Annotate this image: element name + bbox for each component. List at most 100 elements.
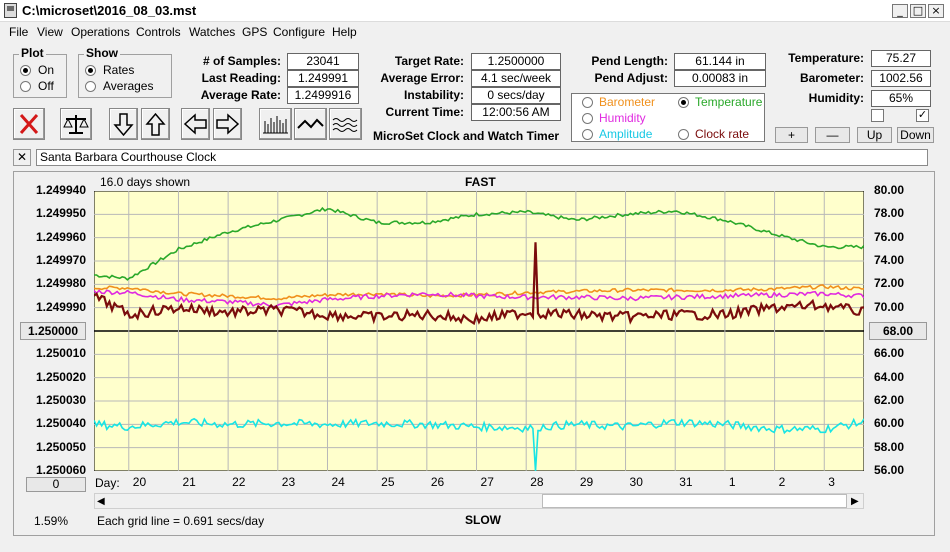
menu-help[interactable]: Help: [332, 25, 357, 39]
left-tick-label: 1.250010: [35, 346, 86, 361]
x-tick-label: 28: [530, 475, 544, 489]
right-tick-label: 76.00: [874, 229, 905, 244]
scrollbar-thumb[interactable]: [542, 494, 847, 508]
menu-gps[interactable]: GPS: [242, 25, 268, 39]
x-tick-label: 24: [331, 475, 345, 489]
up-button[interactable]: Up: [857, 127, 892, 143]
menu-controls[interactable]: Controls: [136, 25, 181, 39]
right-tick-label: 62.00: [874, 393, 905, 407]
balance-button[interactable]: [60, 108, 92, 140]
show-group-title: Show: [84, 46, 120, 60]
menu-operations[interactable]: Operations: [71, 25, 130, 39]
offset-button[interactable]: 0: [26, 477, 86, 492]
right-tick-label: 78.00: [874, 206, 905, 221]
scroll-right-button[interactable]: [213, 108, 242, 140]
right-tick-label: 60.00: [874, 416, 905, 431]
x-tick-label: 23: [281, 475, 296, 489]
right-tick-label: 74.00: [874, 253, 905, 267]
right-tick-label: 72.00: [874, 276, 905, 291]
right-tick-label: 58.00: [874, 439, 905, 454]
smooth-plot-button[interactable]: [294, 108, 327, 140]
left-axis-center-button[interactable]: 1.250000: [20, 322, 86, 340]
scale-icon: [63, 115, 89, 134]
last-reading-label: Last Reading:: [201, 71, 281, 85]
horizontal-scrollbar[interactable]: ◀ ▶: [94, 493, 864, 509]
plot-area: [94, 191, 864, 471]
pend-length-label: Pend Length:: [591, 54, 668, 68]
decrease-button[interactable]: —: [815, 127, 850, 143]
temperature-value: 75.27: [871, 50, 931, 67]
pend-adjust-value: 0.00083 in: [674, 70, 766, 87]
average-rate-value: 1.2499916: [287, 87, 359, 104]
fast-label: FAST: [465, 175, 496, 189]
maximize-button[interactable]: □: [910, 4, 926, 18]
scroll-left-button[interactable]: [181, 108, 210, 140]
plot-series: [94, 206, 864, 471]
option-checkbox-1[interactable]: [871, 109, 884, 122]
left-tick-label: 1.250020: [35, 369, 86, 384]
plot-group-title: Plot: [19, 46, 46, 60]
x-tick-label: 22: [232, 475, 246, 489]
samples-label: # of Samples:: [202, 54, 281, 68]
plot-on-label: On: [38, 63, 55, 77]
x-tick-label: 30: [629, 475, 643, 489]
x-tick-label: 29: [579, 475, 594, 489]
red-x-icon: [19, 114, 39, 134]
show-rates-label: Rates: [103, 63, 135, 77]
menu-view[interactable]: View: [37, 25, 63, 39]
x-tick-label: 21: [182, 475, 196, 489]
temperature-option-label: Temperature: [695, 95, 763, 109]
target-rate-label: Target Rate:: [394, 54, 464, 68]
show-group: [78, 54, 172, 98]
clear-button[interactable]: [13, 108, 45, 140]
scroll-right-arrow-icon[interactable]: ▶: [851, 496, 859, 507]
grid-note: Each grid line = 0.691 secs/day: [97, 514, 265, 528]
app-subtitle: MicroSet Clock and Watch Timer: [373, 129, 560, 143]
x-tick-label: 26: [430, 475, 445, 489]
x-tick-label: 27: [480, 475, 494, 489]
raw-plot-button[interactable]: [329, 108, 362, 140]
barometer-option-label: Barometer: [599, 95, 656, 109]
move-down-button[interactable]: [109, 108, 138, 140]
plot-off-label: Off: [38, 79, 54, 93]
temperature-series-line: [94, 206, 864, 281]
arrow-up-icon: [145, 112, 166, 136]
temperature-radio[interactable]: [678, 97, 689, 108]
amplitude-series-line: [94, 417, 864, 471]
right-axis-center-button[interactable]: 68.00: [869, 322, 927, 340]
amplitude-radio[interactable]: [582, 129, 593, 140]
plot-off-radio[interactable]: [20, 81, 31, 92]
move-up-button[interactable]: [141, 108, 170, 140]
menu-file[interactable]: File: [9, 25, 29, 39]
barometer-label: Barometer:: [799, 71, 864, 85]
left-tick-label: 1.249950: [35, 206, 86, 221]
plot-on-radio[interactable]: [20, 65, 31, 76]
down-button[interactable]: Down: [897, 127, 934, 143]
clock-rate-radio[interactable]: [678, 129, 689, 140]
average-error-label: Average Error:: [380, 71, 464, 85]
pend-adjust-label: Pend Adjust:: [594, 71, 668, 85]
pend-length-value: 61.144 in: [674, 53, 766, 70]
menu-watches[interactable]: Watches: [189, 25, 236, 39]
right-tick-label: 56.00: [874, 463, 905, 477]
x-tick-label: 20: [132, 475, 147, 489]
scroll-left-arrow-icon[interactable]: ◀: [97, 496, 105, 507]
humidity-series-line: [94, 289, 864, 308]
histogram-button[interactable]: [259, 108, 292, 140]
clock-name-field[interactable]: Santa Barbara Courthouse Clock: [36, 149, 928, 166]
show-rates-radio[interactable]: [85, 65, 96, 76]
minimize-button[interactable]: _: [892, 4, 908, 18]
rate-series-line: [94, 242, 864, 326]
increase-button[interactable]: +: [775, 127, 808, 143]
show-averages-radio[interactable]: [85, 81, 96, 92]
instability-label: Instability:: [403, 88, 464, 102]
left-tick-label: 1.249940: [35, 183, 86, 197]
barometer-radio[interactable]: [582, 97, 593, 108]
humidity-radio[interactable]: [582, 113, 593, 124]
close-window-button[interactable]: ×: [928, 4, 944, 18]
humidity-label: Humidity:: [808, 91, 864, 105]
clear-name-button[interactable]: ✕: [13, 149, 31, 166]
app-icon: [4, 3, 17, 18]
menu-configure[interactable]: Configure: [273, 25, 326, 39]
option-checkbox-2[interactable]: ✓: [916, 109, 929, 122]
